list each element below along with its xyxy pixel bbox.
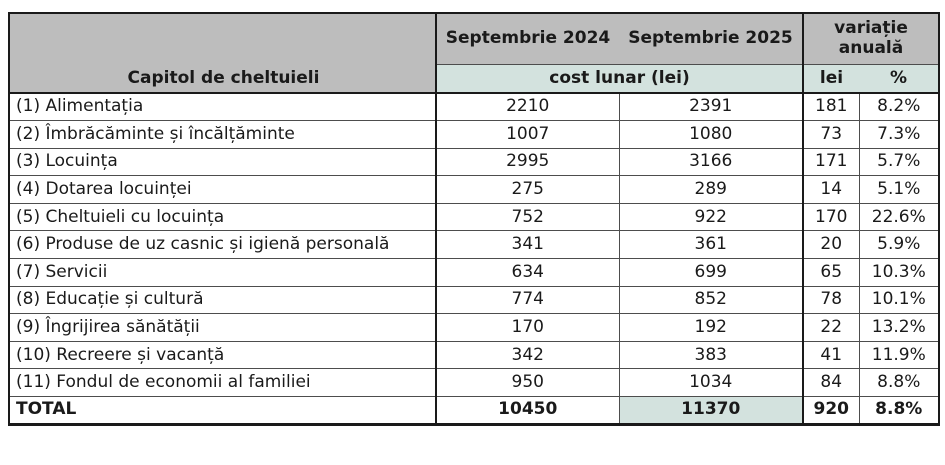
- expenses-table: Capitol de cheltuieli Septembrie 2024 Se…: [8, 12, 941, 426]
- header-capitol-cheltuieli: Capitol de cheltuieli: [8, 12, 437, 94]
- header-septembrie-2025: Septembrie 2025: [619, 12, 804, 65]
- table-row: (8) Educație și cultură 774 852 78 10.1%: [8, 285, 940, 315]
- value-cell-2025: 383: [618, 340, 804, 370]
- expense-label-cell: (4) Dotarea locuinței: [8, 175, 437, 204]
- variation-pct-cell: 10.1%: [858, 285, 940, 315]
- variation-pct-cell: 8.8%: [858, 368, 940, 398]
- expense-label-cell: (10) Recreere și vacanță: [8, 340, 437, 370]
- table-row: (9) Îngrijirea sănătății 170 192 22 13.2%: [8, 313, 940, 342]
- variation-lei-cell: 181: [802, 92, 860, 122]
- header-septembrie-2024: Septembrie 2024: [435, 12, 619, 65]
- variation-lei-cell: 170: [802, 202, 860, 232]
- table-row: (3) Locuința 2995 3166 171 5.7%: [8, 147, 940, 177]
- variation-lei-cell: 14: [802, 175, 860, 204]
- expense-label-cell: (3) Locuința: [8, 147, 437, 177]
- total-variation-lei: 920: [802, 396, 860, 425]
- value-cell-2025: 1080: [618, 120, 804, 149]
- table-row: (2) Îmbrăcăminte și încălțăminte 1007 1080…: [8, 120, 940, 149]
- table-row: (6) Produse de uz casnic și igienă perso…: [8, 230, 940, 260]
- header-variatie-anuala: variație anuală: [802, 12, 940, 65]
- header-row-months: Capitol de cheltuieli Septembrie 2024 Se…: [8, 12, 940, 94]
- variation-pct-cell: 8.2%: [858, 92, 940, 122]
- variation-lei-cell: 20: [802, 230, 860, 260]
- expense-label-cell: (8) Educație și cultură: [8, 285, 437, 315]
- table-row: (5) Cheltuieli cu locuința 752 922 170 22.6%: [8, 202, 940, 232]
- total-variation-pct: 8.8%: [858, 396, 940, 425]
- variation-pct-cell: 13.2%: [858, 313, 940, 342]
- variation-lei-cell: 78: [802, 285, 860, 315]
- value-cell-2024: 2210: [435, 92, 620, 122]
- header-row-units: cost lunar (lei) lei %: [9, 63, 940, 94]
- header-pct: %: [859, 63, 940, 94]
- value-cell-2025: 2391: [618, 92, 804, 122]
- expense-label-cell: (11) Fondul de economii al familiei: [8, 368, 437, 398]
- table-row: (7) Servicii 634 699 65 10.3%: [8, 258, 940, 287]
- value-cell-2024: 950: [435, 368, 620, 398]
- value-cell-2025: 192: [618, 313, 804, 342]
- total-value-2025: 11370: [618, 396, 804, 425]
- value-cell-2024: 275: [435, 175, 620, 204]
- value-cell-2024: 2995: [435, 147, 620, 177]
- variation-pct-cell: 5.1%: [858, 175, 940, 204]
- total-label: TOTAL: [8, 396, 437, 425]
- variation-pct-cell: 10.3%: [858, 258, 940, 287]
- variation-pct-cell: 7.3%: [858, 120, 940, 149]
- value-cell-2025: 922: [618, 202, 804, 232]
- value-cell-2025: 289: [618, 175, 804, 204]
- value-cell-2024: 342: [435, 340, 620, 370]
- header-cost-lunar: cost lunar (lei): [435, 63, 804, 94]
- variation-lei-cell: 73: [802, 120, 860, 149]
- table-row: (11) Fondul de economii al familiei 950 10…: [8, 368, 940, 398]
- value-cell-2025: 852: [618, 285, 804, 315]
- table-row: (4) Dotarea locuinței 275 289 14 5.1%: [8, 175, 940, 204]
- value-cell-2024: 634: [435, 258, 620, 287]
- variation-lei-cell: 65: [802, 258, 860, 287]
- expense-label-cell: (5) Cheltuieli cu locuința: [8, 202, 437, 232]
- value-cell-2024: 341: [435, 230, 620, 260]
- variation-lei-cell: 41: [802, 340, 860, 370]
- variation-pct-cell: 5.9%: [858, 230, 940, 260]
- expense-label-cell: (7) Servicii: [8, 258, 437, 287]
- variation-lei-cell: 22: [802, 313, 860, 342]
- value-cell-2024: 170: [435, 313, 620, 342]
- value-cell-2025: 3166: [618, 147, 804, 177]
- value-cell-2024: 774: [435, 285, 620, 315]
- expense-label-cell: (9) Îngrijirea sănătății: [8, 313, 437, 342]
- value-cell-2025: 699: [618, 258, 804, 287]
- header-lei: lei: [802, 63, 859, 94]
- expense-label-cell: (1) Alimentația: [8, 92, 437, 122]
- value-cell-2024: 1007: [435, 120, 620, 149]
- variation-lei-cell: 171: [802, 147, 860, 177]
- table-row-total: TOTAL 10450 11370 920 8.8%: [8, 396, 940, 425]
- expense-label-cell: (6) Produse de uz casnic și igienă perso…: [8, 230, 437, 260]
- total-value-2024: 10450: [435, 396, 620, 425]
- expense-label-cell: (2) Îmbrăcăminte și încălțăminte: [8, 120, 437, 149]
- variation-pct-cell: 5.7%: [858, 147, 940, 177]
- value-cell-2025: 361: [618, 230, 804, 260]
- variation-pct-cell: 22.6%: [858, 202, 940, 232]
- value-cell-2025: 1034: [618, 368, 804, 398]
- value-cell-2024: 752: [435, 202, 620, 232]
- table-row: (10) Recreere și vacanță 342 383 41 11.9%: [8, 340, 940, 370]
- variation-pct-cell: 11.9%: [858, 340, 940, 370]
- table-row: (1) Alimentația 2210 2391 181 8.2%: [8, 92, 940, 122]
- variation-lei-cell: 84: [802, 368, 860, 398]
